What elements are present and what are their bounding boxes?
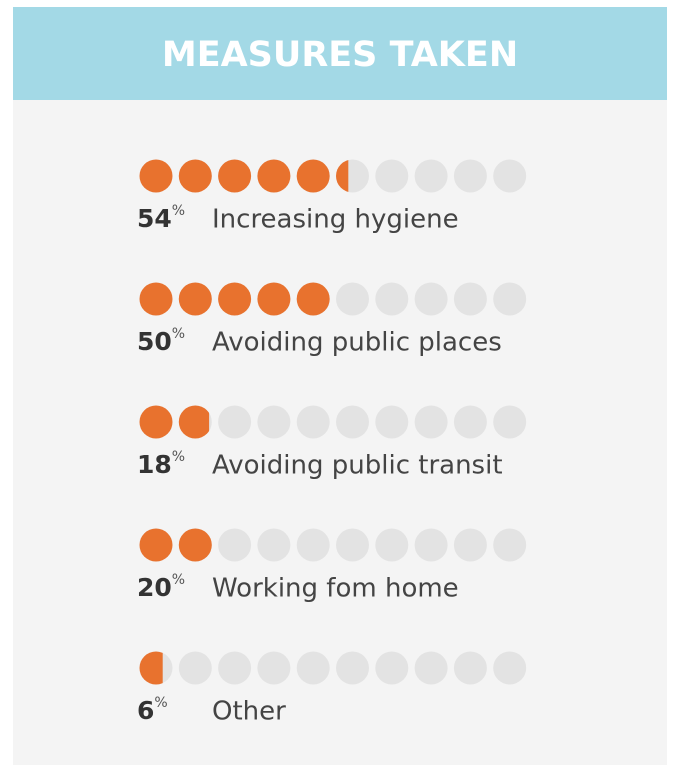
empty-dot	[336, 528, 369, 562]
value-label: 20%	[137, 572, 185, 602]
empty-dot	[336, 405, 369, 439]
unit: %	[172, 572, 185, 588]
empty-dot	[178, 651, 212, 685]
unit: %	[172, 326, 185, 342]
empty-dot	[414, 528, 448, 562]
empty-dot	[296, 651, 330, 685]
empty-dot	[257, 651, 291, 685]
value-number: 18	[137, 450, 172, 479]
empty-dot	[257, 528, 291, 562]
value-number: 50	[137, 327, 172, 356]
empty-dot	[453, 282, 487, 316]
empty-dot	[414, 405, 448, 439]
category-label: Avoiding public transit	[212, 451, 503, 481]
empty-dot	[453, 159, 487, 193]
empty-dot	[218, 528, 252, 562]
empty-dot	[375, 159, 409, 193]
empty-dot	[296, 405, 330, 439]
empty-dot	[453, 651, 487, 685]
unit: %	[154, 695, 167, 711]
unit: %	[172, 203, 185, 219]
empty-dot	[375, 405, 409, 439]
empty-dot	[453, 405, 487, 439]
empty-dot	[453, 528, 487, 562]
unit: %	[172, 449, 185, 465]
value-dots	[139, 528, 212, 562]
empty-dot	[493, 282, 527, 316]
value-number: 6	[137, 696, 154, 725]
category-label: Increasing hygiene	[212, 205, 459, 235]
empty-dot	[218, 651, 252, 685]
category-label: Avoiding public places	[212, 328, 502, 358]
value-label: 6%	[137, 695, 168, 725]
value-number: 20	[137, 573, 172, 602]
value-dots	[139, 159, 349, 193]
value-label: 18%	[137, 449, 185, 479]
category-label: Working fom home	[212, 574, 459, 604]
empty-dot	[257, 405, 291, 439]
header	[13, 7, 667, 100]
empty-dot	[493, 405, 527, 439]
value-label: 50%	[137, 326, 185, 356]
panel	[13, 7, 667, 765]
value-dots	[139, 405, 210, 439]
empty-dot	[218, 405, 252, 439]
empty-dot	[336, 282, 369, 316]
empty-dot	[493, 651, 527, 685]
empty-dot	[375, 651, 409, 685]
empty-dot	[493, 159, 527, 193]
empty-dot	[493, 528, 527, 562]
category-label: Other	[212, 697, 286, 727]
empty-dot	[414, 651, 448, 685]
empty-dot	[375, 282, 409, 316]
value-label: 54%	[137, 203, 185, 233]
empty-dot	[414, 282, 448, 316]
chart-title: MEASURES TAKEN	[162, 35, 518, 75]
value-dots	[139, 651, 163, 685]
empty-dot	[375, 528, 409, 562]
value-number: 54	[137, 204, 172, 233]
empty-dot	[414, 159, 448, 193]
value-dots	[139, 282, 330, 316]
empty-dot	[336, 651, 369, 685]
empty-dot	[296, 528, 330, 562]
